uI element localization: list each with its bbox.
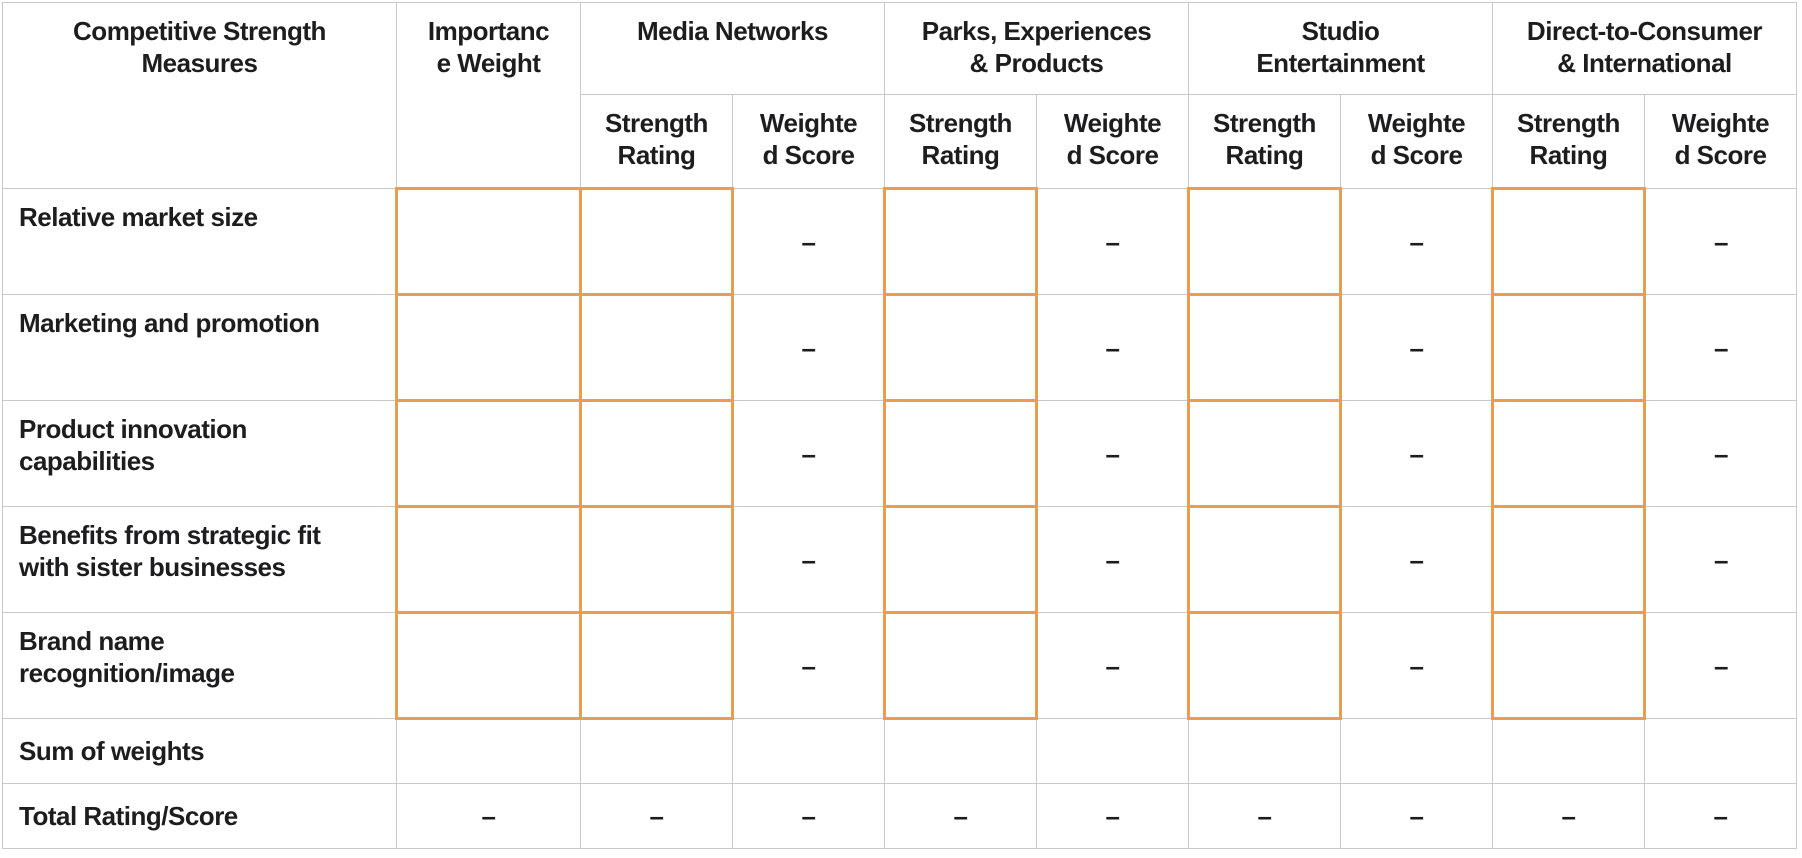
weighted-score-value-dtc: – (1644, 506, 1797, 613)
importance-weight-input[interactable] (395, 187, 582, 296)
total-value: – (396, 783, 581, 849)
sum-cell (884, 718, 1037, 784)
weighted-score-header-dtc: Weighte d Score (1644, 94, 1797, 189)
sum-cell (580, 718, 733, 784)
strength-rating-input-studio[interactable] (1187, 293, 1342, 402)
importance-weight-input[interactable] (395, 293, 582, 402)
measure-label: Product innovation capabilities (2, 400, 397, 507)
weighted-score-value-studio: – (1340, 506, 1493, 613)
strength-rating-header-media: Strength Rating (580, 94, 733, 189)
total-value: – (1340, 783, 1493, 849)
weighted-score-value-parks: – (1036, 612, 1189, 719)
table-row: Relative market size – – – – (2, 187, 1797, 296)
sum-cell (1492, 718, 1645, 784)
total-value: – (1492, 783, 1645, 849)
weighted-score-value-dtc: – (1644, 612, 1797, 719)
weighted-score-value-studio: – (1340, 400, 1493, 507)
strength-rating-input-dtc[interactable] (1491, 399, 1646, 508)
weighted-score-value-dtc: – (1644, 294, 1797, 401)
strength-rating-input-dtc[interactable] (1491, 611, 1646, 720)
strength-rating-input-studio[interactable] (1187, 187, 1342, 296)
measure-label: Marketing and promotion (2, 294, 397, 401)
total-row-label: Total Rating/Score (2, 783, 397, 849)
weighted-score-value-dtc: – (1644, 188, 1797, 295)
strength-rating-input-dtc[interactable] (1491, 505, 1646, 614)
weighted-score-value-dtc: – (1644, 400, 1797, 507)
weighted-score-value-parks: – (1036, 400, 1189, 507)
weighted-score-header-parks: Weighte d Score (1036, 94, 1189, 189)
measure-label: Relative market size (2, 188, 397, 295)
strength-rating-input-media[interactable] (579, 505, 734, 614)
strength-rating-input-parks[interactable] (883, 293, 1038, 402)
weighted-score-header-media: Weighte d Score (732, 94, 885, 189)
group-header-parks-experiences-products: Parks, Experiences & Products (884, 2, 1189, 95)
weighted-score-value-studio: – (1340, 294, 1493, 401)
importance-weight-input[interactable] (395, 505, 582, 614)
total-value: – (580, 783, 733, 849)
strength-rating-input-parks[interactable] (883, 505, 1038, 614)
strength-rating-input-studio[interactable] (1187, 399, 1342, 508)
importance-weight-input[interactable] (395, 611, 582, 720)
sum-of-weights-row: Sum of weights (2, 718, 1797, 784)
strength-rating-input-media[interactable] (579, 293, 734, 402)
strength-rating-input-studio[interactable] (1187, 505, 1342, 614)
sum-cell (1644, 718, 1797, 784)
sum-cell (1036, 718, 1189, 784)
measure-label: Benefits from strategic fit with sister … (2, 506, 397, 613)
sum-row-label: Sum of weights (2, 718, 397, 784)
importance-weight-header: Importanc e Weight (396, 2, 581, 189)
sub-header-row: Strength Rating Weighte d Score Strength… (3, 94, 1797, 189)
total-value: – (1644, 783, 1797, 849)
weighted-score-value-parks: – (1036, 506, 1189, 613)
measure-label: Brand name recognition/image (2, 612, 397, 719)
sum-cell (1340, 718, 1493, 784)
weighted-score-value-media: – (732, 188, 885, 295)
strength-rating-header-studio: Strength Rating (1188, 94, 1341, 189)
weighted-score-value-parks: – (1036, 294, 1189, 401)
strength-rating-header-dtc: Strength Rating (1492, 94, 1645, 189)
weighted-score-value-studio: – (1340, 612, 1493, 719)
group-header-media-networks: Media Networks (580, 2, 885, 95)
strength-rating-input-parks[interactable] (883, 187, 1038, 296)
total-value: – (884, 783, 1037, 849)
strength-rating-input-media[interactable] (579, 399, 734, 508)
sum-cell (732, 718, 885, 784)
weighted-score-value-media: – (732, 612, 885, 719)
weighted-score-value-media: – (732, 400, 885, 507)
measures-header: Competitive Strength Measures (2, 2, 397, 189)
strength-rating-header-parks: Strength Rating (884, 94, 1037, 189)
group-header-studio-entertainment: Studio Entertainment (1188, 2, 1493, 95)
strength-rating-input-media[interactable] (579, 187, 734, 296)
sum-weights-cell (396, 718, 581, 784)
table-row: Brand name recognition/image – – – – (2, 611, 1797, 720)
strength-rating-input-parks[interactable] (883, 611, 1038, 720)
total-value: – (1188, 783, 1341, 849)
weighted-score-header-studio: Weighte d Score (1340, 94, 1493, 189)
importance-weight-input[interactable] (395, 399, 582, 508)
group-header-direct-to-consumer-international: Direct-to-Consumer & International (1492, 2, 1797, 95)
strength-rating-input-dtc[interactable] (1491, 293, 1646, 402)
weighted-score-value-studio: – (1340, 188, 1493, 295)
table-row: Benefits from strategic fit with sister … (2, 505, 1797, 614)
table-row: Marketing and promotion – – – – (2, 293, 1797, 402)
strength-rating-input-media[interactable] (579, 611, 734, 720)
total-rating-score-row: Total Rating/Score – – – – – – – – – (2, 783, 1797, 849)
table-row: Product innovation capabilities – – – – (2, 399, 1797, 508)
total-value: – (1036, 783, 1189, 849)
group-header-row: Competitive Strength Measures Importanc … (2, 2, 1797, 189)
strength-rating-input-parks[interactable] (883, 399, 1038, 508)
weighted-score-value-parks: – (1036, 188, 1189, 295)
sum-cell (1188, 718, 1341, 784)
total-value: – (732, 783, 885, 849)
weighted-score-value-media: – (732, 294, 885, 401)
strength-rating-input-studio[interactable] (1187, 611, 1342, 720)
weighted-score-value-media: – (732, 506, 885, 613)
strength-rating-input-dtc[interactable] (1491, 187, 1646, 296)
